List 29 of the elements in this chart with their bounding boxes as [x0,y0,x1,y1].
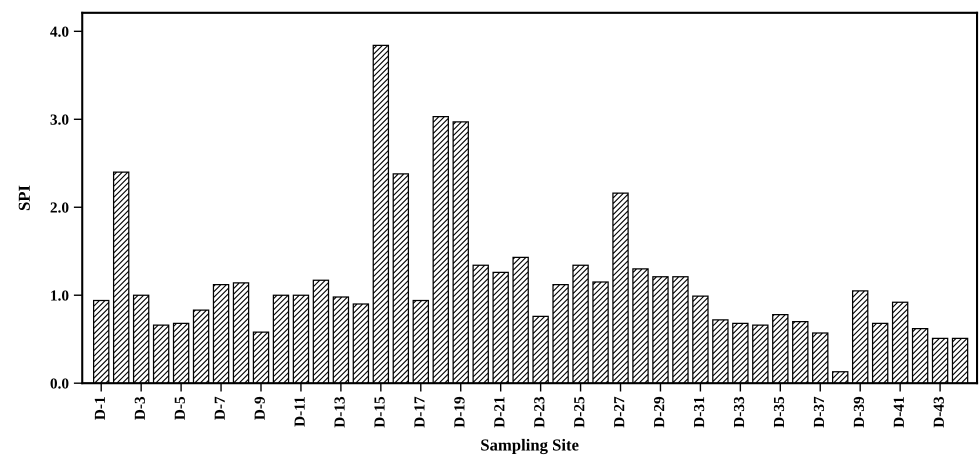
x-tick-label: D-39 [854,396,864,428]
x-tick-label: D-41 [894,397,904,428]
x-tick-label: D-43 [934,396,944,428]
x-tick-label: D-17 [414,396,424,428]
y-axis-title: SPI [18,186,30,210]
x-axis-title: Sampling Site [481,438,579,454]
x-tick-label: D-23 [534,396,544,428]
x-tick-label: D-9 [254,396,265,420]
x-tick-label: D-21 [494,397,504,428]
y-tick-label: 4.0 [50,26,68,37]
x-tick-label: D-35 [774,396,784,428]
x-tick-label: D-13 [334,396,345,428]
x-tick-label: D-37 [814,396,824,428]
x-tick-label: D-11 [294,397,305,427]
x-tick-label: D-1 [94,397,105,420]
y-tick-label: 1.0 [51,290,68,301]
x-tick-label: D-27 [614,396,624,428]
x-tick-label: D-15 [374,396,385,428]
x-tick-label: D-3 [134,396,145,420]
x-tick-label: D-25 [574,396,584,428]
y-tick-label: 3.0 [50,114,68,125]
x-tick-label: D-29 [654,396,664,428]
x-tick-label: D-5 [174,396,185,420]
y-tick-label: 0.0 [50,378,68,389]
y-tick-label: 2.0 [50,202,68,213]
x-tick-label: D-31 [694,397,704,428]
x-tick-label: D-7 [214,396,225,420]
x-tick-label: D-33 [734,396,744,428]
x-tick-label: D-19 [454,396,465,428]
